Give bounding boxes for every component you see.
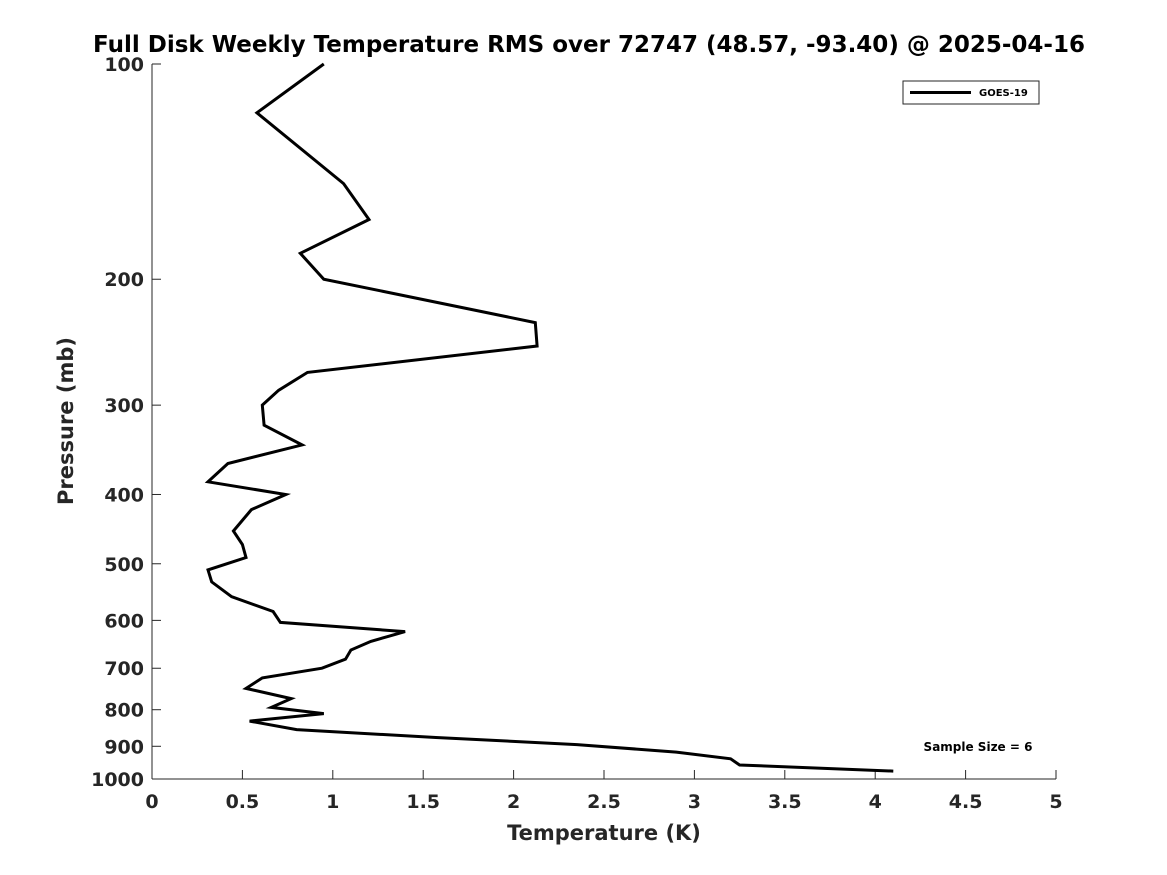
y-tick-label: 100 — [104, 54, 144, 76]
y-axis-label: Pressure (mb) — [54, 337, 78, 505]
x-axis-ticks: 0 0.5 1 1.5 2 2.5 3 3.5 4 4.5 5 — [145, 770, 1063, 813]
series-line-goes-19 — [204, 62, 894, 773]
y-tick-label: 700 — [104, 658, 144, 680]
x-axis-label: Temperature (K) — [507, 821, 701, 845]
x-tick-label: 4.5 — [949, 791, 983, 813]
x-tick-label: 0 — [145, 791, 158, 813]
y-tick-label: 800 — [104, 700, 144, 722]
sample-size-annotation: Sample Size = 6 — [924, 740, 1033, 754]
x-tick-label: 2 — [507, 791, 520, 813]
y-tick-label: 400 — [104, 484, 144, 506]
x-tick-label: 3.5 — [768, 791, 802, 813]
x-tick-label: 5 — [1049, 791, 1062, 813]
legend: GOES-19 — [902, 80, 1040, 105]
y-tick-label: 500 — [104, 554, 144, 576]
x-tick-label: 4 — [869, 791, 882, 813]
y-tick-label: 200 — [104, 269, 144, 291]
x-tick-label: 1.5 — [406, 791, 440, 813]
x-tick-label: 0.5 — [226, 791, 260, 813]
y-axis-ticks: 100 200 300 400 500 600 700 800 900 1000 — [91, 54, 161, 791]
x-tick-label: 3 — [688, 791, 701, 813]
y-tick-label: 900 — [104, 736, 144, 758]
x-tick-label: 1 — [326, 791, 339, 813]
legend-label-goes-19: GOES-19 — [979, 88, 1028, 99]
y-tick-label: 600 — [104, 610, 144, 632]
y-tick-label: 300 — [104, 395, 144, 417]
series-layer — [204, 62, 894, 773]
plot-area — [152, 64, 1056, 779]
x-tick-label: 2.5 — [587, 791, 621, 813]
y-tick-label: 1000 — [91, 769, 144, 791]
chart-title: Full Disk Weekly Temperature RMS over 72… — [93, 32, 1085, 58]
